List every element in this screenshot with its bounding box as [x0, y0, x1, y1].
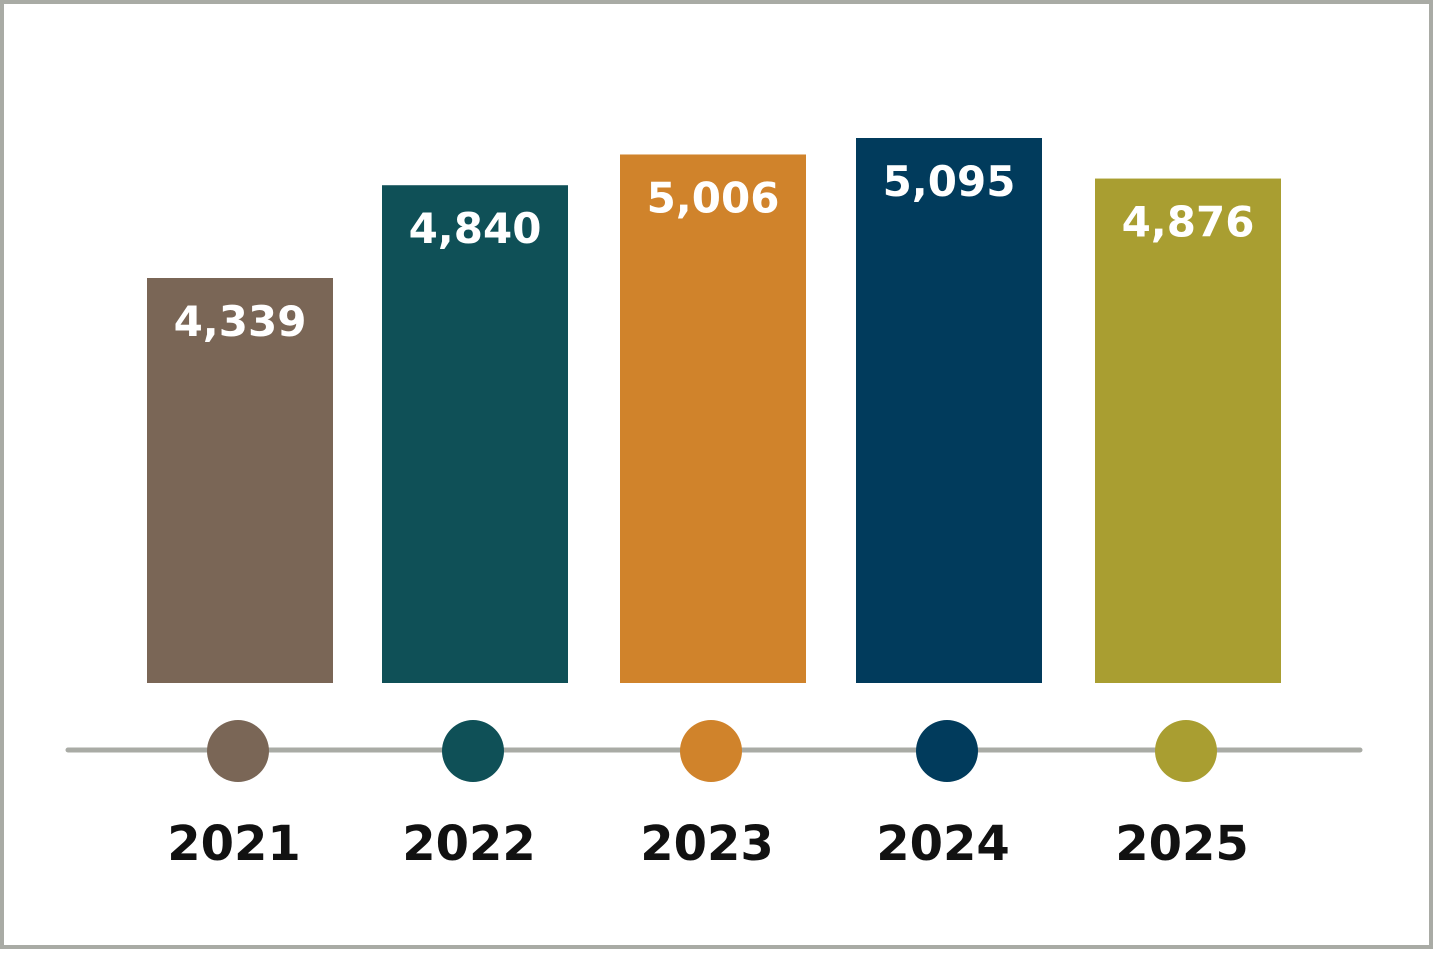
timeline-dot-2025	[1155, 720, 1217, 782]
value-label-2024: 5,095	[883, 157, 1016, 206]
year-label-2022: 2022	[402, 816, 536, 872]
timeline-dot-2021	[207, 720, 269, 782]
year-label-2021: 2021	[167, 816, 301, 872]
year-label-2024: 2024	[876, 816, 1010, 872]
bar-2023	[620, 154, 806, 684]
bars-group: 4,339 4,840 5,006 5,095 4,876	[147, 138, 1281, 684]
value-label-2022: 4,840	[409, 204, 542, 253]
value-label-2021: 4,339	[174, 297, 307, 346]
bar-2021	[147, 278, 333, 683]
year-labels-group: 2021 2022 2023 2024 2025	[167, 816, 1249, 872]
timeline-dot-2022	[442, 720, 504, 782]
bar-2025	[1095, 178, 1281, 684]
bar-2022	[382, 185, 568, 683]
timeline-dot-2024	[916, 720, 978, 782]
value-label-2025: 4,876	[1122, 198, 1255, 247]
year-label-2025: 2025	[1115, 816, 1249, 872]
value-label-2023: 5,006	[647, 173, 780, 222]
year-label-2023: 2023	[640, 816, 774, 872]
bar-2024	[856, 138, 1042, 683]
timeline-dot-2023	[680, 720, 742, 782]
timeline-dots-group	[207, 720, 1217, 782]
